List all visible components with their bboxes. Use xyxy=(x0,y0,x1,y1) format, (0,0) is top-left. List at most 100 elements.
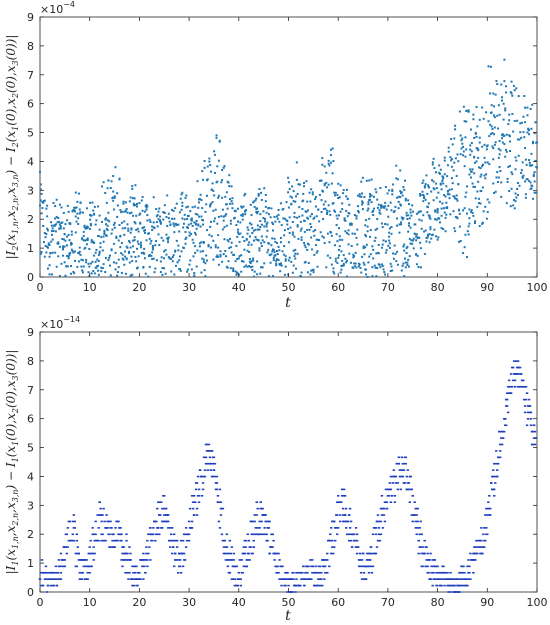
data-point xyxy=(225,191,228,194)
data-point xyxy=(214,208,217,211)
data-point xyxy=(373,239,376,242)
data-point xyxy=(353,265,356,268)
data-point xyxy=(155,240,158,243)
data-point xyxy=(368,552,372,555)
data-point xyxy=(89,218,92,221)
data-point xyxy=(319,584,322,587)
data-point xyxy=(107,520,110,523)
data-point xyxy=(70,242,73,245)
data-point xyxy=(73,259,76,262)
data-point xyxy=(125,533,128,536)
data-point xyxy=(406,217,409,220)
data-point xyxy=(165,215,168,218)
data-point xyxy=(248,559,251,561)
data-point xyxy=(472,185,475,188)
data-point xyxy=(531,164,534,167)
data-point xyxy=(365,243,368,246)
data-point xyxy=(110,180,113,183)
data-point xyxy=(507,385,511,388)
data-point xyxy=(194,245,197,248)
data-point xyxy=(454,230,457,233)
data-point xyxy=(134,571,137,574)
data-point xyxy=(194,231,197,234)
data-point xyxy=(73,527,76,529)
data-point xyxy=(472,214,475,217)
data-point xyxy=(528,179,531,182)
data-point xyxy=(337,227,340,230)
data-point xyxy=(281,565,284,568)
data-point xyxy=(90,272,93,275)
data-point xyxy=(124,272,127,275)
data-point xyxy=(455,174,458,177)
data-point xyxy=(305,210,308,213)
data-point xyxy=(287,584,290,587)
data-point xyxy=(200,199,203,202)
y-tick-label: 5 xyxy=(27,442,34,455)
y-tick-label: 8 xyxy=(27,40,34,53)
data-point xyxy=(530,127,533,130)
data-point xyxy=(143,231,146,234)
data-point xyxy=(175,202,178,205)
data-point xyxy=(463,120,466,123)
data-point xyxy=(244,264,247,267)
data-point xyxy=(132,251,135,254)
data-point xyxy=(358,193,361,196)
data-point xyxy=(295,578,298,580)
data-point xyxy=(119,235,122,238)
data-point xyxy=(327,162,330,165)
data-point xyxy=(367,201,370,204)
data-point xyxy=(487,501,490,504)
data-point xyxy=(400,191,403,194)
data-point xyxy=(442,207,445,210)
data-point xyxy=(275,215,278,218)
data-point xyxy=(407,199,410,202)
data-point xyxy=(381,243,384,246)
data-point xyxy=(283,578,286,580)
data-point xyxy=(493,143,496,146)
data-point xyxy=(291,221,294,224)
data-point xyxy=(262,210,265,213)
data-point xyxy=(390,232,393,235)
data-point xyxy=(251,552,254,555)
data-point xyxy=(162,239,165,242)
data-point xyxy=(66,244,69,247)
data-point xyxy=(334,244,337,247)
data-point xyxy=(371,245,374,248)
data-point xyxy=(337,182,340,185)
data-point xyxy=(277,571,280,574)
data-point xyxy=(321,157,324,160)
data-point xyxy=(328,164,331,167)
data-point xyxy=(286,571,289,574)
data-point xyxy=(179,571,183,574)
data-point xyxy=(107,179,110,182)
data-point xyxy=(244,209,247,212)
data-point xyxy=(291,271,294,274)
data-point xyxy=(311,559,314,561)
data-point xyxy=(112,533,115,536)
data-point xyxy=(365,179,368,182)
data-point xyxy=(381,205,384,208)
data-point xyxy=(206,165,209,168)
data-point xyxy=(478,141,481,144)
data-point xyxy=(233,253,236,256)
data-point xyxy=(265,211,268,214)
data-point xyxy=(389,475,393,478)
data-point xyxy=(357,265,360,268)
data-point xyxy=(469,144,472,147)
data-point xyxy=(354,527,358,529)
data-point xyxy=(489,123,492,126)
data-point xyxy=(94,520,97,523)
data-point xyxy=(385,208,388,211)
data-point xyxy=(77,192,80,195)
data-point xyxy=(132,245,135,248)
data-point xyxy=(452,578,455,580)
data-point xyxy=(473,161,476,164)
data-point xyxy=(70,539,74,542)
data-point xyxy=(485,527,488,529)
data-point xyxy=(200,271,203,274)
data-point xyxy=(244,539,247,542)
data-point xyxy=(156,225,159,228)
data-point xyxy=(288,188,291,191)
data-point xyxy=(89,201,92,204)
data-point xyxy=(455,197,458,200)
